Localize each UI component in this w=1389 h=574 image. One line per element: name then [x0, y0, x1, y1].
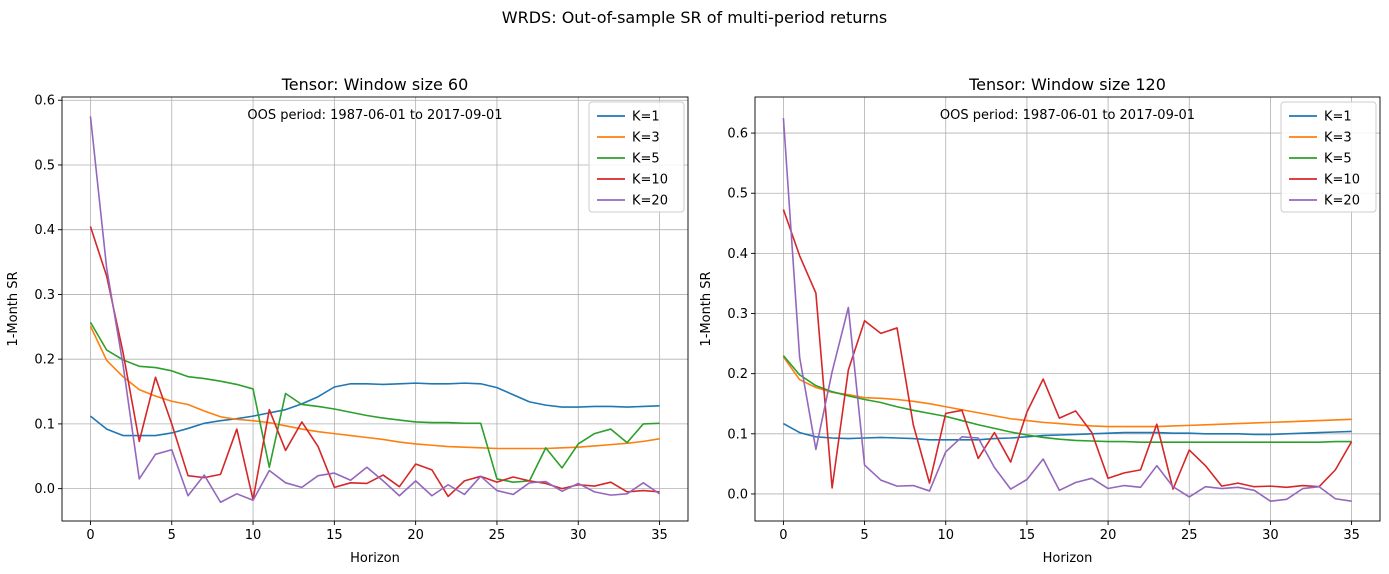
y-tick-label: 0.5 — [727, 187, 748, 202]
y-axis-label: 1-Month SR — [699, 271, 714, 346]
legend-label: K=1 — [632, 110, 660, 125]
series-line-k1 — [783, 422, 1352, 441]
legend-label: K=10 — [1324, 173, 1360, 188]
y-tick-label: 0.5 — [34, 158, 55, 173]
series-line-k10 — [782, 209, 1353, 490]
series-line-k10 — [89, 226, 660, 501]
x-tick-label: 5 — [168, 528, 176, 543]
y-tick-label: 0.3 — [34, 288, 55, 303]
legend-box — [588, 101, 685, 213]
x-tick-label: 15 — [326, 528, 343, 543]
chart-panel-2: 0 5 10 15 20 25 30 35 0.0 0.1 0.2 0.3 0.4 0.5 0.6 Tenso… — [699, 75, 1381, 566]
y-tick-label: 0.0 — [727, 487, 748, 502]
x-tick-label: 15 — [1019, 528, 1036, 543]
y-tick-label: 0.4 — [34, 223, 55, 238]
x-tick-label: 25 — [489, 528, 506, 543]
y-axis-label: 1-Month SR — [6, 271, 21, 346]
x-tick-label: 20 — [1100, 528, 1117, 543]
series-line-k1 — [89, 382, 660, 437]
series-line-k5 — [89, 321, 660, 483]
legend: K=1 K=3 K=5 K=10 K=20 — [1280, 101, 1377, 213]
x-tick-label: 10 — [937, 528, 954, 543]
y-tick-label: 0.2 — [34, 353, 55, 368]
legend: K=1 K=3 K=5 K=10 K=20 — [588, 101, 685, 213]
plot-frame — [61, 96, 689, 522]
y-tick-label: 0.4 — [727, 247, 748, 262]
legend-label: K=5 — [632, 152, 660, 167]
figure-suptitle: WRDS: Out-of-sample SR of multi-period r… — [502, 8, 887, 27]
x-tick-label: 30 — [570, 528, 587, 543]
x-tick-label: 25 — [1181, 528, 1198, 543]
series-line-k20 — [89, 116, 660, 504]
legend-box — [1280, 101, 1377, 213]
series-line-k5 — [782, 355, 1352, 444]
series-line-k3 — [782, 356, 1352, 428]
x-tick-label: 10 — [245, 528, 262, 543]
y-tick-label: 0.6 — [727, 127, 748, 142]
chart-title: Tensor: Window size 60 — [281, 75, 469, 94]
x-tick-label: 0 — [779, 528, 787, 543]
x-axis-label: Horizon — [350, 551, 400, 566]
oos-period-annotation: OOS period: 1987-06-01 to 2017-09-01 — [247, 108, 502, 123]
series-line-k20 — [782, 117, 1352, 502]
x-axis-label: Horizon — [1043, 551, 1093, 566]
x-tick-label: 0 — [86, 528, 94, 543]
oos-period-annotation: OOS period: 1987-06-01 to 2017-09-01 — [940, 108, 1195, 123]
chart-panel-1: 0 5 10 15 20 25 30 35 0.0 0.1 0.2 0.3 0.4 0.5 0.6 Tenso… — [6, 75, 689, 566]
y-tick-label: 0.0 — [34, 482, 55, 497]
legend-label: K=5 — [1324, 152, 1352, 167]
y-tick-label: 0.1 — [727, 427, 748, 442]
x-tick-label: 30 — [1262, 528, 1279, 543]
legend-label: K=10 — [632, 173, 668, 188]
legend-label: K=1 — [1324, 110, 1352, 125]
y-tick-label: 0.1 — [34, 417, 55, 432]
x-tick-label: 20 — [407, 528, 424, 543]
y-tick-label: 0.3 — [727, 307, 748, 322]
legend-label: K=3 — [632, 131, 660, 146]
plot-frame — [754, 96, 1381, 522]
x-tick-label: 5 — [860, 528, 868, 543]
x-tick-label: 35 — [1343, 528, 1360, 543]
y-tick-label: 0.6 — [34, 94, 55, 109]
legend-label: K=20 — [632, 194, 668, 209]
legend-label: K=20 — [1324, 194, 1360, 209]
series-line-k3 — [89, 325, 660, 450]
y-tick-label: 0.2 — [727, 367, 748, 382]
x-tick-label: 35 — [651, 528, 668, 543]
legend-label: K=3 — [1324, 131, 1352, 146]
chart-title: Tensor: Window size 120 — [968, 75, 1166, 94]
